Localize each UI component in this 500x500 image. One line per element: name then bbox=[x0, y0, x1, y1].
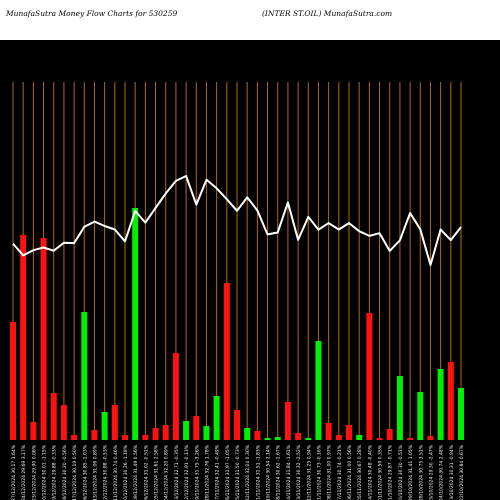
money-flow-bar bbox=[254, 431, 261, 440]
money-flow-bar bbox=[376, 438, 383, 440]
money-flow-bar bbox=[122, 435, 128, 440]
money-flow-bar bbox=[132, 208, 139, 440]
money-flow-bar bbox=[10, 322, 16, 440]
money-flow-bar bbox=[244, 428, 251, 440]
x-tick-label: Fri 25/10/2024 29.30 -2.47% bbox=[428, 444, 434, 500]
money-flow-bar bbox=[234, 410, 240, 440]
money-flow-bar bbox=[305, 438, 312, 440]
x-tick-label: Tue 26/11/2024 31.97 -1.05% bbox=[225, 444, 231, 500]
x-tick-label: Mon 02/12/2024 32.91 -0.13% bbox=[184, 444, 190, 500]
x-tick-label: Thu 24/10/2024 30.74 2.48% bbox=[439, 444, 445, 500]
x-tick-label: Wed 04/12/2024 32.20 0.89% bbox=[164, 444, 170, 500]
money-flow-bar bbox=[447, 362, 454, 440]
x-tick-label: Fri 13/12/2024 31.06 0.89% bbox=[92, 444, 98, 500]
money-flow-bar bbox=[71, 435, 78, 440]
money-flow-bar bbox=[386, 429, 393, 440]
x-tick-label: Thu 05/12/2024 31.61 2.58% bbox=[154, 444, 160, 500]
money-flow-bar bbox=[356, 435, 363, 440]
money-flow-bar bbox=[407, 438, 414, 440]
money-flow-bar bbox=[284, 402, 291, 440]
x-tick-label: Mon 23/12/2024 29.90 0.06% bbox=[31, 444, 37, 500]
money-flow-bar bbox=[274, 437, 281, 440]
money-flow-bar bbox=[264, 438, 271, 440]
money-flow-bar bbox=[437, 369, 444, 440]
x-tick-label: Wed 27/11/2024 32.41 -0.49% bbox=[215, 444, 221, 500]
money-flow-bar bbox=[60, 405, 67, 440]
x-tick-label: Thu 21/11/2024 31.51 -1.83% bbox=[255, 444, 261, 500]
money-flow-bar bbox=[295, 433, 302, 440]
money-flow-bar bbox=[346, 425, 352, 440]
money-flow-bar bbox=[152, 428, 159, 440]
money-flow-bar bbox=[20, 235, 27, 440]
money-flow-bar bbox=[427, 436, 434, 440]
money-flow-bar bbox=[458, 388, 464, 440]
x-tick-label: Mon 04/11/2024 30.48 -0.40% bbox=[367, 444, 373, 500]
money-flow-bar bbox=[315, 341, 322, 440]
x-tick-label: Thu 31/10/2024 29.87 -0.71% bbox=[388, 444, 394, 500]
x-tick-label: Tue 03/12/2024 32.71 -0.35% bbox=[174, 444, 180, 500]
money-flow-bar bbox=[396, 376, 403, 440]
x-tick-label: Wed 30/10/2024 30.30 -0.51% bbox=[398, 444, 404, 500]
x-tick-label: Mon 25/11/2024 31.50 -0.73% bbox=[235, 444, 241, 500]
money-flow-bar bbox=[183, 421, 190, 440]
money-flow-bar bbox=[193, 416, 200, 440]
x-tick-label: Fri 01/11/2024 30.59 0.35% bbox=[378, 444, 384, 500]
price-line bbox=[12, 175, 462, 266]
x-tick-label: Tue 12/11/2024 31.25 0.94% bbox=[306, 444, 312, 500]
x-tick-label: Mon 16/12/2024 30.85 -1.03% bbox=[82, 444, 88, 500]
money-flow-bar bbox=[325, 423, 332, 440]
x-tick-label: Tue 05/11/2024 30.67 0.28% bbox=[357, 444, 363, 500]
x-tick-label: Mon 18/11/2024 30.62 -1.67% bbox=[276, 444, 282, 500]
money-flow-bar bbox=[40, 238, 47, 440]
money-flow-bar bbox=[111, 405, 118, 440]
x-tick-label: Thu 28/11/2024 32.76 1.78% bbox=[204, 444, 210, 500]
money-flow-bar bbox=[142, 435, 149, 440]
x-tick-label: Wed 11/12/2024 30.74 0.46% bbox=[113, 444, 119, 500]
money-flow-bar bbox=[335, 435, 342, 440]
x-tick-label: Wed 23/10/2024 30.31 -0.94% bbox=[449, 444, 455, 500]
money-flow-bar bbox=[366, 313, 373, 440]
money-flow-bar bbox=[30, 422, 37, 440]
money-flow-bar bbox=[162, 425, 169, 440]
money-flow-bar bbox=[172, 353, 179, 440]
x-tick-label: Tue 29/10/2024 31.41 1.05% bbox=[408, 444, 414, 500]
chart-title-left: MunafaSutra Money Flow Charts for 530259 bbox=[6, 9, 178, 18]
x-tick-label: Wed 13/11/2024 30.32 -2.52% bbox=[296, 444, 302, 500]
money-flow-bar bbox=[50, 393, 57, 440]
x-tick-label: Mon 28/10/2024 30.75 3.51% bbox=[418, 444, 424, 500]
x-tick-label: Tue 17/12/2024 30.19 0.50% bbox=[72, 444, 78, 500]
x-tick-label: Fri 08/11/2024 31.00 0.97% bbox=[327, 444, 333, 500]
x-tick-label: Fri 20/12/2024 30.01 -1.15% bbox=[42, 444, 48, 500]
x-tick-label: Tue 24/12/2024 29.69 3.17% bbox=[21, 444, 27, 500]
money-flow-bar bbox=[213, 396, 220, 440]
x-tick-label: Fri 06/12/2024 31.02 -0.51% bbox=[143, 444, 149, 500]
x-tick-label: Fri 27/12/2024 30.17 1.64% bbox=[11, 444, 17, 500]
chart-title-right: (INTER ST.OIL) MunafaSutra.com bbox=[262, 9, 393, 18]
x-tick-label: Thu 14/11/2024 31.84 -1.61% bbox=[286, 444, 292, 500]
money-flow-bar bbox=[91, 430, 98, 440]
x-tick-label: Tue 22/10/2024 30.84 0.67% bbox=[459, 444, 465, 500]
x-tick-label: Tue 10/12/2024 30.26 -1.18% bbox=[123, 444, 129, 500]
x-tick-label: Thu 12/12/2024 30.88 -0.53% bbox=[103, 444, 109, 500]
money-flow-bar bbox=[101, 412, 108, 440]
x-tick-label: Wed 18/12/2024 30.20 -0.56% bbox=[62, 444, 68, 500]
header-bar: MunafaSutra Money Flow Charts for 530259… bbox=[0, 0, 500, 40]
x-tick-label: Fri 29/11/2024 31.75 -3.26% bbox=[194, 444, 200, 500]
money-flow-bar bbox=[81, 312, 88, 440]
x-tick-label: Mon 11/11/2024 30.73 -0.16% bbox=[316, 444, 322, 500]
x-tick-label: Fri 22/11/2024 32.04 0.30% bbox=[245, 444, 251, 500]
x-tick-label: Thu 07/11/2024 30.74 -0.21% bbox=[337, 444, 343, 500]
x-tick-label: Wed 06/11/2024 31.00 0.56% bbox=[347, 444, 353, 500]
x-tick-label: Thu 19/12/2024 29.88 -0.33% bbox=[52, 444, 58, 500]
x-tick-label: Mon 09/12/2024 31.49 0.56% bbox=[133, 444, 139, 500]
x-tick-label: Tue 19/11/2024 30.54 2.14% bbox=[266, 444, 272, 500]
money-flow-bar bbox=[203, 426, 210, 440]
money-flow-bar bbox=[223, 283, 230, 440]
money-flow-bar bbox=[417, 392, 424, 440]
